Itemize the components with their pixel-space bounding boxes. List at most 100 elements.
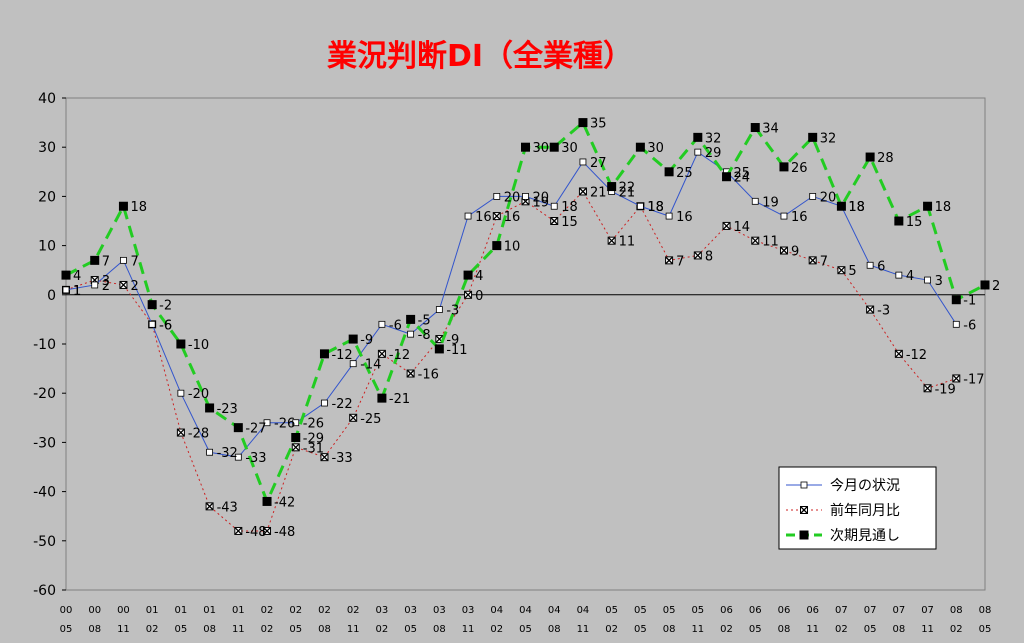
chart-title: 業況判断DI（全業種） [327,39,633,74]
point-marker [321,399,328,407]
point-marker [607,182,617,192]
data-label: -26 [303,417,324,432]
point-marker [750,123,760,133]
x-tick-label-year: 00 [60,605,73,616]
x-tick-label-month: 02 [376,624,389,635]
point-marker [780,212,788,220]
data-label: 1 [73,284,81,299]
data-label: -12 [389,348,410,363]
data-label: 0 [475,289,483,304]
x-tick-label-month: 05 [60,624,73,635]
data-label: -23 [217,402,238,417]
x-tick-label-year: 04 [519,605,532,616]
data-label: 30 [533,141,550,156]
data-label: -6 [159,318,172,333]
data-label: 9 [791,245,799,260]
point-marker [348,334,358,344]
x-tick-label-month: 05 [749,624,762,635]
data-label: 32 [705,131,722,146]
data-label: -48 [274,525,295,540]
x-tick-label-month: 02 [605,624,618,635]
point-marker [808,132,818,142]
data-label: 22 [619,181,636,196]
point-marker [349,360,357,368]
point-marker [799,530,809,540]
y-tick-label: -30 [33,435,56,451]
data-label: -9 [360,333,373,348]
point-marker [176,339,186,349]
point-marker [550,202,558,210]
point-marker [923,201,933,211]
data-label: 25 [734,166,751,181]
point-marker [578,118,588,128]
legend-label: 前年同月比 [830,502,900,519]
point-marker [62,286,70,294]
x-tick-label-year: 02 [347,605,360,616]
data-label: -6 [963,318,976,333]
y-tick-label: -60 [33,583,56,599]
data-label: -43 [217,500,238,515]
x-tick-label-month: 02 [261,624,274,635]
point-marker [579,158,587,166]
x-tick-label-month: 11 [577,624,590,635]
point-marker [894,216,904,226]
data-label: -12 [906,348,927,363]
point-marker-cross [407,370,415,377]
point-marker-cross [378,350,386,358]
y-tick-label: -10 [33,337,56,353]
data-label: -32 [217,446,238,461]
data-label: 18 [647,200,664,215]
data-label: 19 [762,195,779,210]
point-marker [378,320,386,328]
data-label: 6 [877,259,885,274]
x-tick-label-year: 03 [376,605,389,616]
x-tick-label-year: 02 [318,605,331,616]
data-label: 27 [590,156,607,171]
point-marker [866,261,874,269]
point-marker [263,419,271,427]
point-marker-cross [866,306,874,314]
x-tick-label-month: 02 [950,624,963,635]
point-marker [522,192,529,200]
point-marker [809,192,817,200]
data-label: 8 [705,249,713,264]
point-marker-cross [895,350,903,358]
point-marker [407,330,415,338]
data-label: 1 [73,284,81,299]
x-tick-label-month: 08 [433,624,446,635]
point-marker [664,167,674,177]
point-marker-cross [694,251,702,259]
point-marker [751,197,759,205]
data-label: -20 [188,387,209,402]
data-label: -14 [360,358,381,373]
data-label: -29 [303,431,324,446]
data-label: 10 [504,240,521,255]
data-label: -8 [418,328,431,343]
data-label: 20 [504,190,521,205]
point-marker [549,142,559,152]
point-marker-cross [263,527,271,535]
data-label: -5 [418,313,431,328]
y-tick-label: -40 [33,485,56,501]
x-tick-label-year: 07 [921,605,934,616]
x-tick-label-month: 08 [892,624,905,635]
point-marker-cross [464,291,472,299]
data-label: 15 [561,215,578,230]
point-marker-cross [800,506,808,514]
x-tick-label-month: 11 [691,624,704,635]
point-marker [262,496,272,506]
data-label: 32 [820,131,837,146]
x-tick-label-year: 01 [232,605,245,616]
point-marker-cross [177,429,185,437]
x-tick-label-year: 04 [577,605,590,616]
y-tick-label: 10 [38,239,56,255]
point-marker-cross [292,443,300,451]
data-label: 19 [533,195,550,210]
point-marker [234,453,242,461]
data-label: 34 [762,122,779,137]
x-tick-label-year: 02 [289,605,302,616]
point-marker-cross [723,222,730,230]
